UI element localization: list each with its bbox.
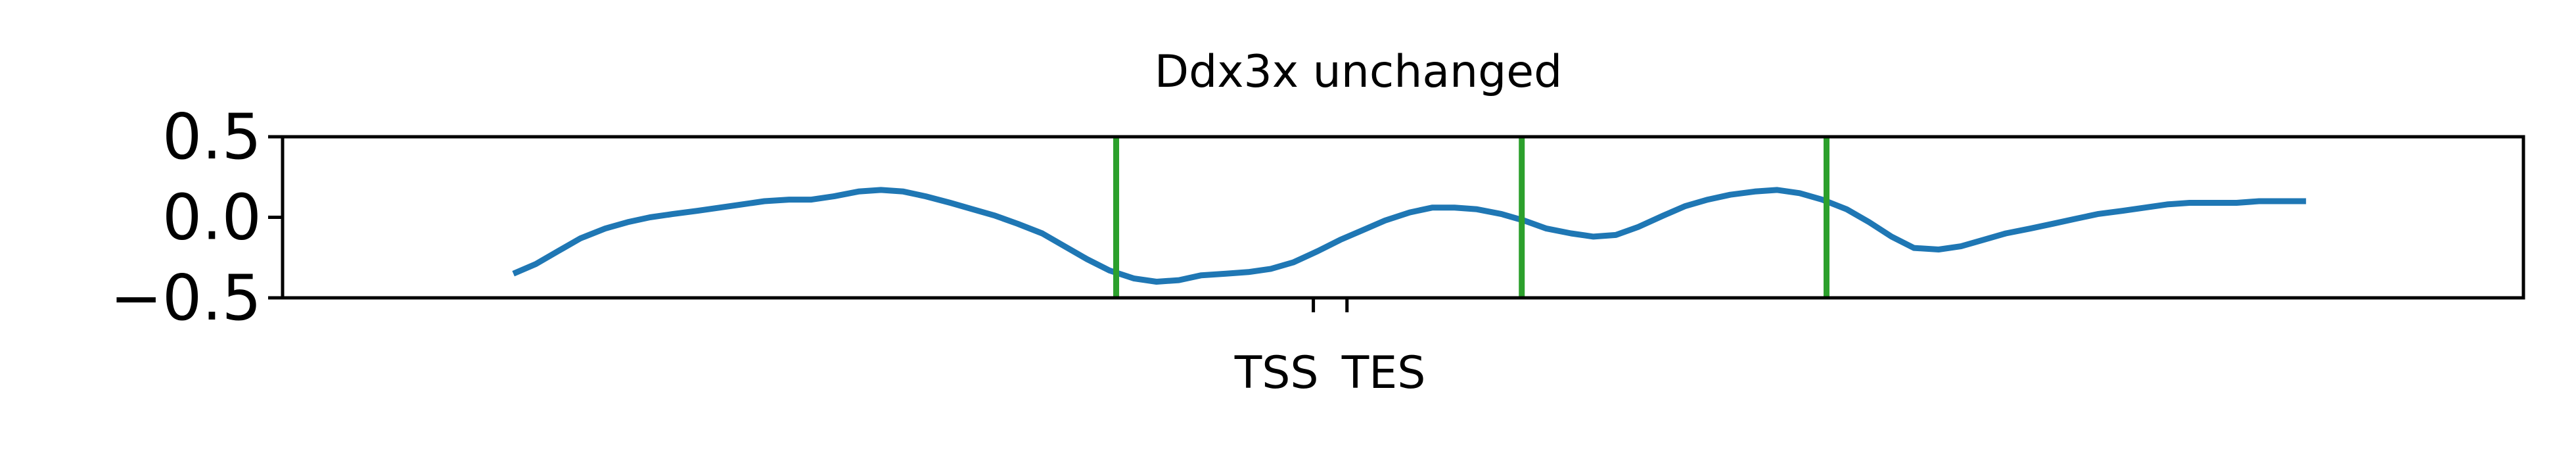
y-tick-label-1: 0.0 — [162, 182, 262, 254]
y-tick-label-0: 0.5 — [162, 101, 262, 174]
x-tick-label-1: TES — [1341, 347, 1426, 399]
plot-area: 0.5 0.0 −0.5 TSS TES — [110, 101, 2307, 399]
y-tick-label-2: −0.5 — [110, 262, 262, 335]
x-tick-label-0: TSS — [1234, 347, 1319, 399]
plot-frame — [281, 135, 2525, 300]
chart-title: Ddx3x unchanged — [1155, 46, 1563, 98]
series-line-0 — [512, 187, 2307, 285]
